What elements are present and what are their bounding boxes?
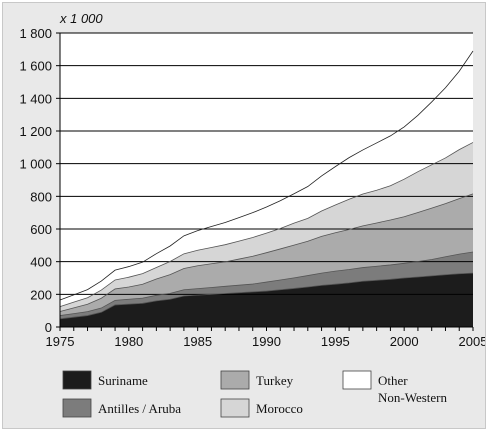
legend-label-morocco: Morocco <box>256 401 303 416</box>
y-multiplier-label: x 1 000 <box>59 11 103 26</box>
legend-swatch-other-non-western <box>342 370 372 390</box>
y-tick-label: 200 <box>30 287 52 302</box>
y-tick-label: 1 000 <box>19 157 52 172</box>
y-tick-label: 1 200 <box>19 124 52 139</box>
x-tick-label: 2000 <box>390 334 419 349</box>
series-edge-2 <box>59 193 474 312</box>
x-tick-label: 1975 <box>46 334 75 349</box>
y-tick-label: 1 800 <box>19 26 52 41</box>
y-tick-label: 1 600 <box>19 59 52 74</box>
legend-swatch-morocco <box>220 398 250 418</box>
area-morocco <box>60 142 473 312</box>
area-suriname <box>60 273 473 327</box>
legend-label-other-non-western: Non-Western <box>378 390 447 405</box>
legend-label-turkey: Turkey <box>256 373 294 388</box>
legend-swatch-turkey <box>220 370 250 390</box>
x-tick-label: 1990 <box>252 334 281 349</box>
area-other-non-western <box>60 50 473 307</box>
legend-swatch-antilles-aruba <box>62 398 92 418</box>
y-tick-label: 0 <box>45 320 52 335</box>
legend-label-antilles-aruba: Antilles / Aruba <box>98 401 181 416</box>
legend-label-other-non-western: Other <box>378 373 408 388</box>
series-edge-0 <box>59 272 474 320</box>
chart: 0 200 400 600 800 1 000 1 200 1 400 1 600 1 800 x … <box>19 11 487 418</box>
y-tick-label: 800 <box>30 189 52 204</box>
x-tick-label: 1995 <box>321 334 350 349</box>
x-tick-label: 2005 <box>459 334 485 349</box>
y-tick-label: 400 <box>30 255 52 270</box>
legend-swatch-suriname <box>62 370 92 390</box>
series-edge-3 <box>59 142 474 307</box>
series-edge-1 <box>59 251 474 316</box>
x-tick-label: 1985 <box>183 334 212 349</box>
y-tick-label: 600 <box>30 222 52 237</box>
area-turkey <box>60 193 473 316</box>
area-antilles-aruba <box>60 252 473 319</box>
x-tick-label: 1980 <box>114 334 143 349</box>
legend-label-suriname: Suriname <box>98 373 148 388</box>
y-tick-label: 1 400 <box>19 91 52 106</box>
series-edge-4 <box>59 50 474 301</box>
